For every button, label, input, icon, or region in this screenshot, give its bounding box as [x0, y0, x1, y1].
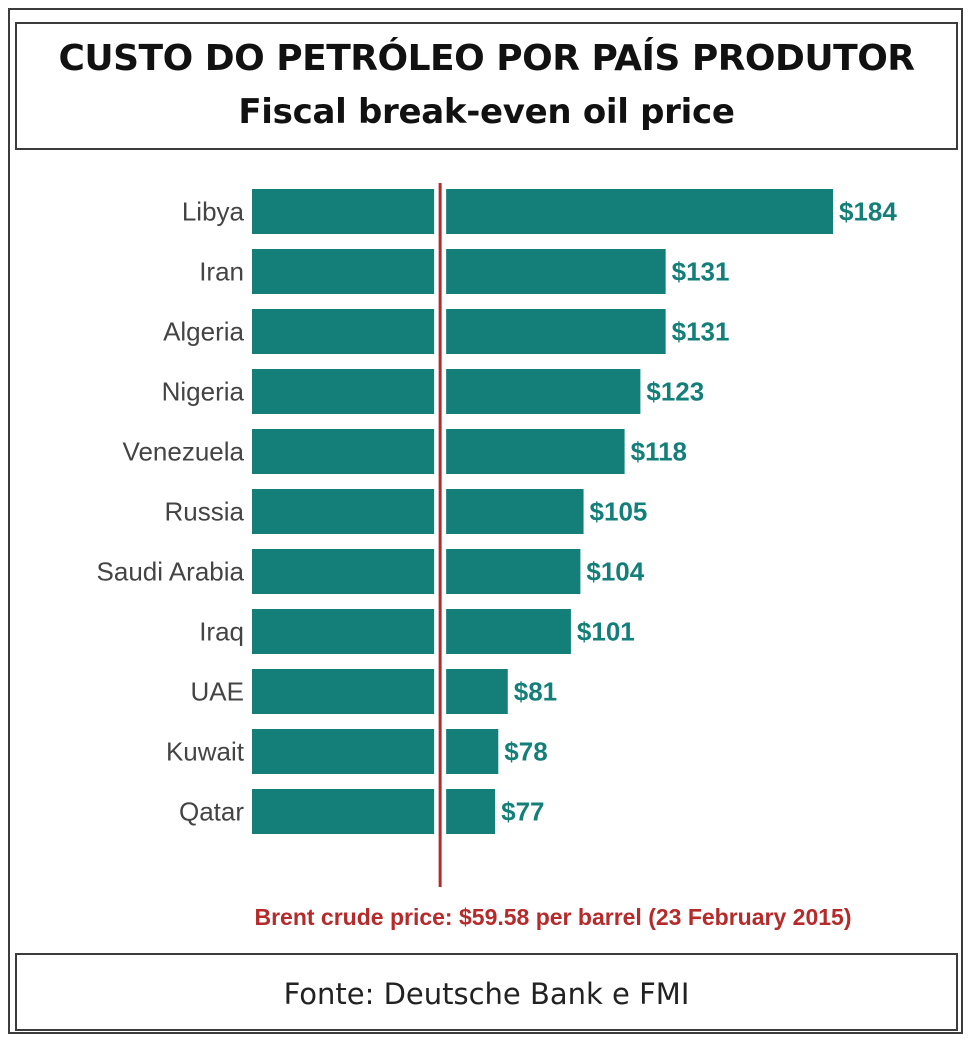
value-label: $184: [839, 197, 897, 227]
value-label: $131: [672, 257, 730, 287]
chart-title: CUSTO DO PETRÓLEO POR PAÍS PRODUTOR: [58, 38, 915, 79]
bar-kuwait: [252, 729, 499, 774]
category-label: Iran: [199, 257, 244, 287]
bar-qatar: [252, 789, 496, 834]
source-box: Fonte: Deutsche Bank e FMI: [15, 953, 958, 1031]
value-label: $123: [646, 377, 704, 407]
value-label: $131: [672, 317, 730, 347]
bar-iran: [252, 249, 666, 294]
chart-subtitle: Fiscal break-even oil price: [238, 92, 735, 132]
title-box: CUSTO DO PETRÓLEO POR PAÍS PRODUTOR Fisc…: [15, 22, 958, 150]
category-label: Nigeria: [162, 377, 245, 407]
source-text: Fonte: Deutsche Bank e FMI: [283, 977, 690, 1011]
value-label: $78: [504, 737, 547, 767]
category-label: Venezuela: [123, 437, 245, 467]
category-label: Iraq: [199, 617, 244, 647]
bar-russia: [252, 489, 584, 534]
category-label: UAE: [191, 677, 244, 707]
value-label: $105: [590, 497, 648, 527]
bar-uae: [252, 669, 508, 714]
value-label: $104: [586, 557, 644, 587]
brent-price-label: Brent crude price: $59.58 per barrel (23…: [254, 904, 851, 930]
bar-saudi-arabia: [252, 549, 581, 594]
category-label: Kuwait: [166, 737, 245, 767]
value-label: $118: [631, 437, 687, 467]
category-label: Saudi Arabia: [97, 557, 245, 587]
category-label: Algeria: [163, 317, 244, 347]
value-label: $81: [514, 677, 557, 707]
bar-algeria: [252, 309, 666, 354]
category-label: Russia: [165, 497, 245, 527]
category-label: Libya: [182, 197, 245, 227]
bar-nigeria: [252, 369, 641, 414]
value-label: $77: [501, 797, 544, 827]
bar-chart: Libya Iran Algeria Nigeria Venezuela Russia Sa…: [97, 183, 897, 930]
bar-libya: [252, 189, 833, 234]
value-label: $101: [577, 617, 635, 647]
bar-iraq: [252, 609, 571, 654]
category-label: Qatar: [179, 797, 244, 827]
